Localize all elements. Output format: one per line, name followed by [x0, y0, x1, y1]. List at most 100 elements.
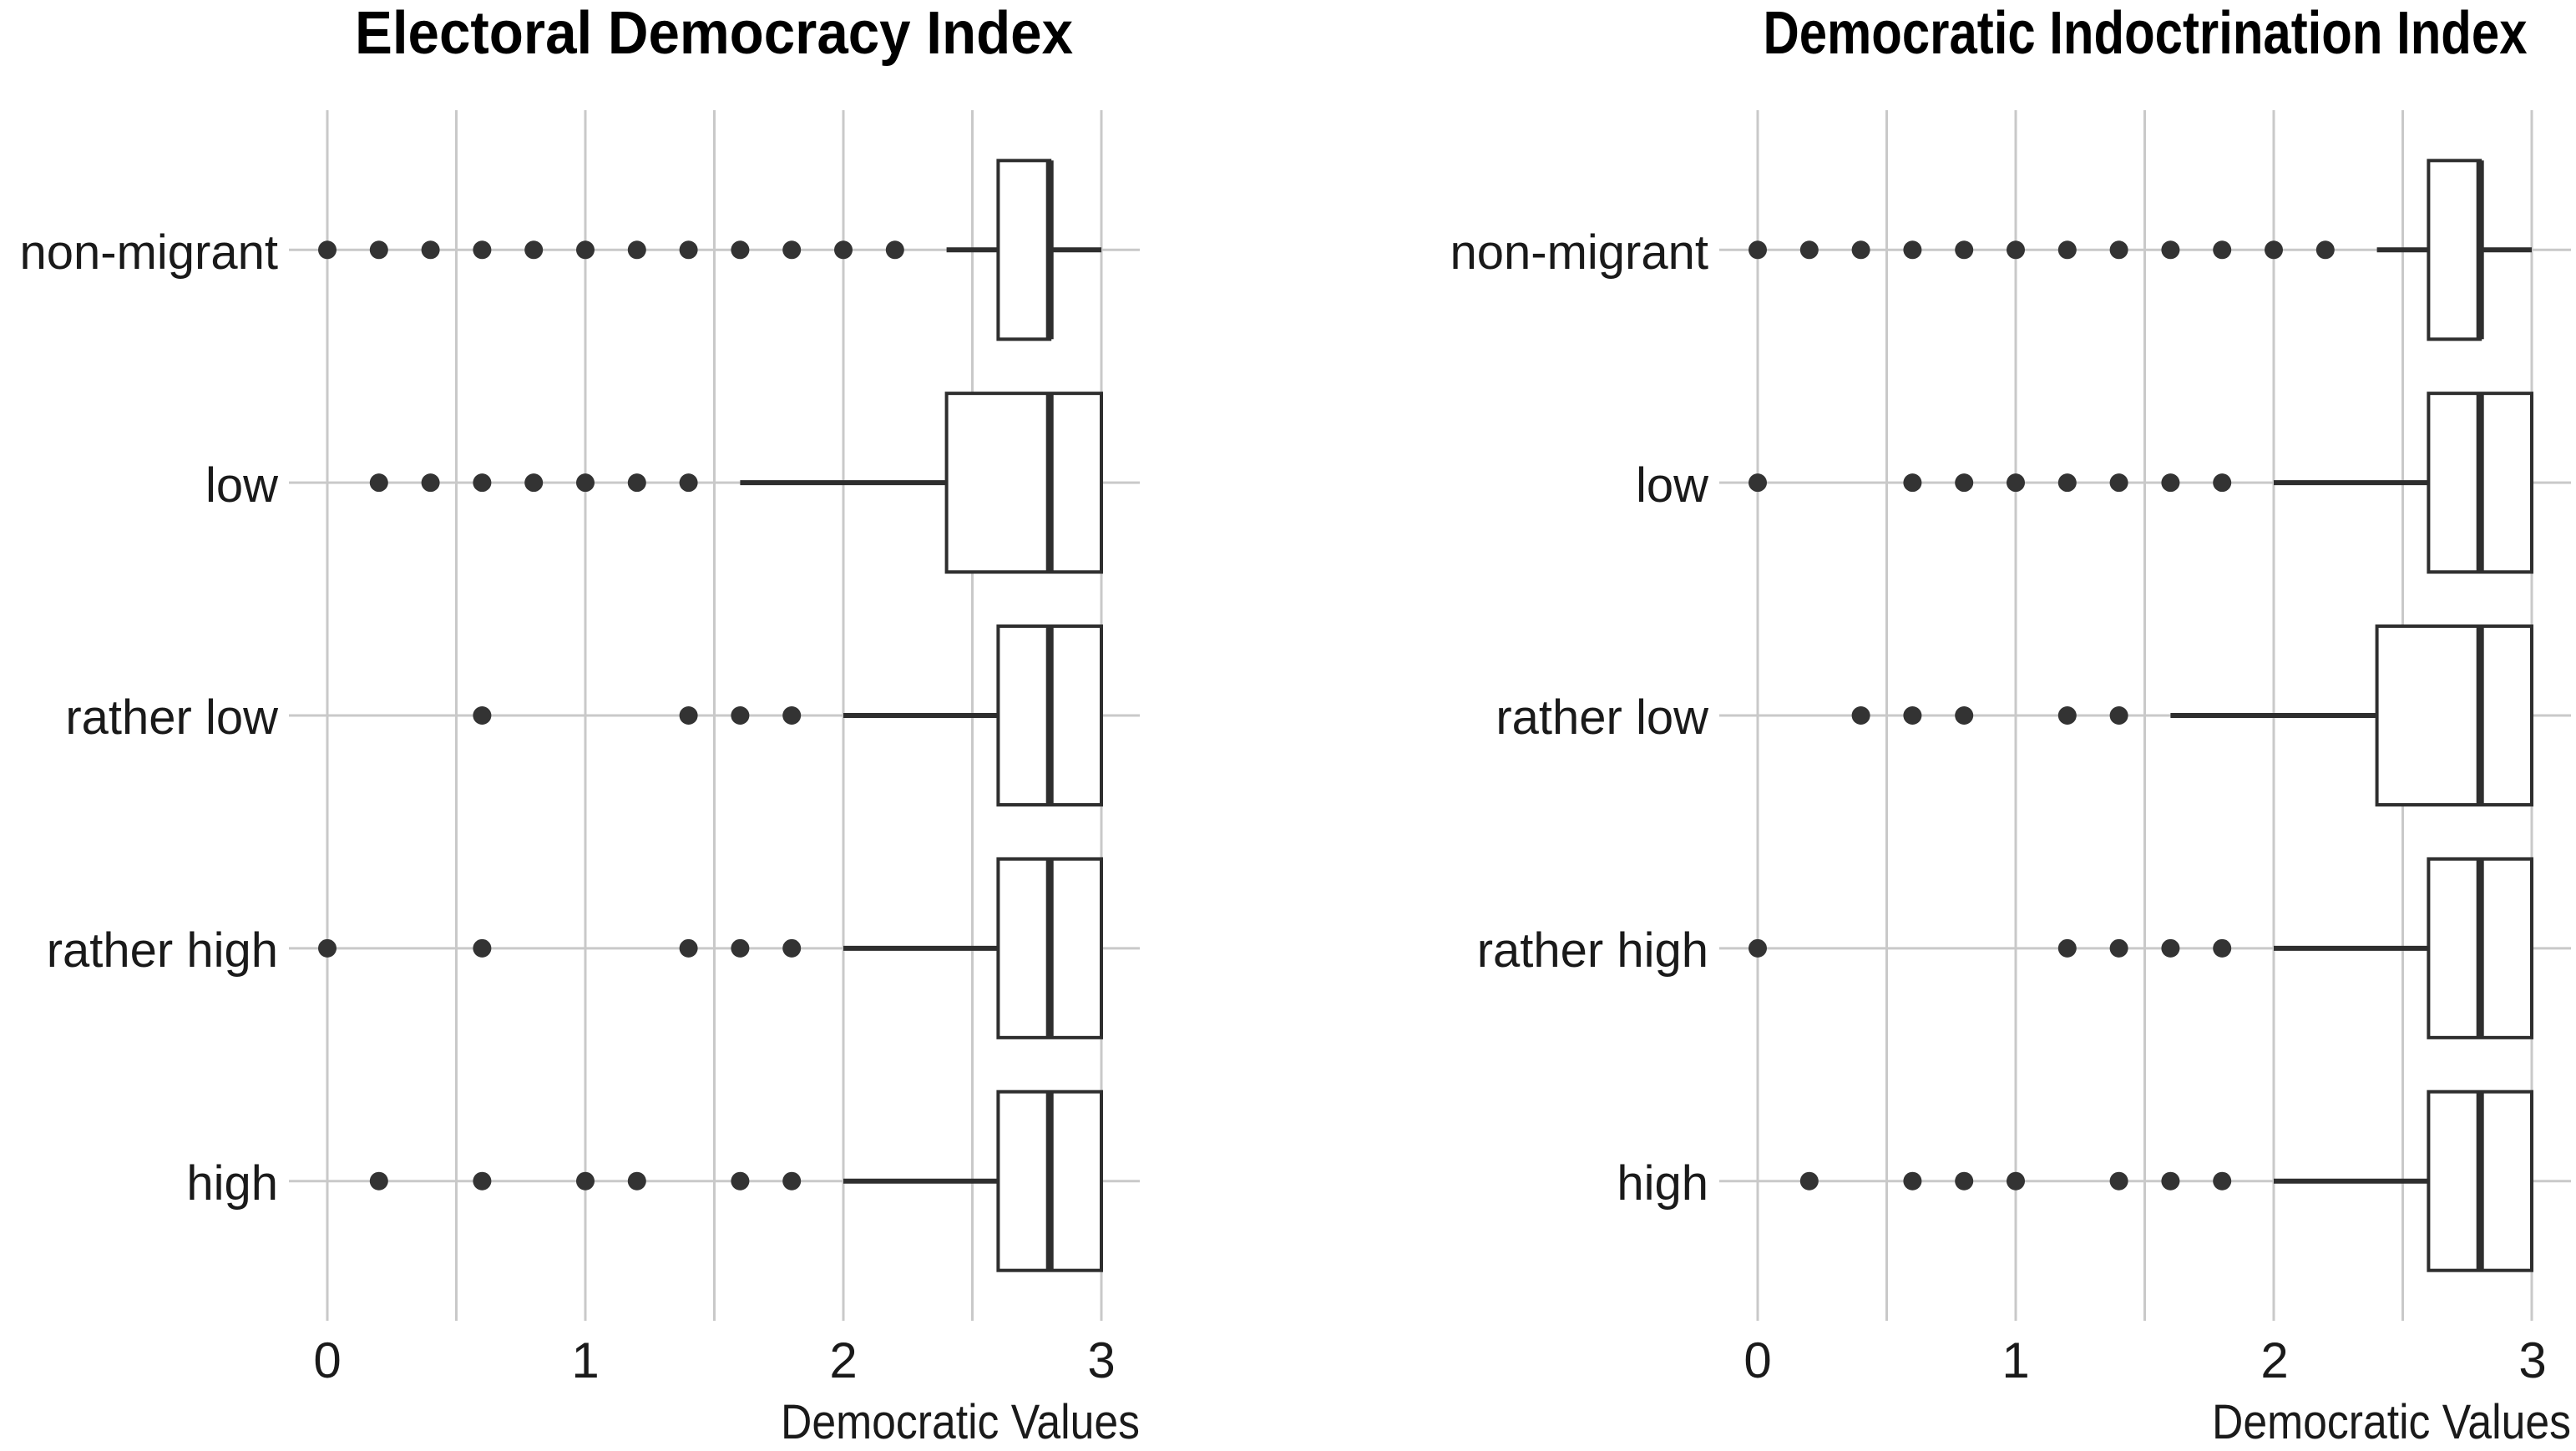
x-tick-3: 3: [2518, 1332, 2546, 1388]
outlier-dot: [2213, 938, 2232, 958]
outlier-dot: [2265, 240, 2283, 260]
outlier-dot: [2213, 1171, 2232, 1191]
y-label-rather-high: rather high: [47, 923, 278, 978]
outlier-dot: [1749, 938, 1767, 958]
outlier-dot: [576, 240, 595, 260]
outlier-dot: [1903, 473, 1922, 493]
outlier-dot: [731, 938, 750, 958]
outlier-dot: [2213, 240, 2232, 260]
outlier-dot: [679, 240, 698, 260]
outlier-dot: [524, 240, 544, 260]
box-iqr: [2427, 159, 2482, 341]
outlier-dot: [2109, 240, 2128, 260]
outlier-dot: [369, 473, 388, 493]
outlier-dot: [421, 473, 440, 493]
y-label-non-migrant: non-migrant: [20, 225, 278, 280]
outlier-dot: [2161, 1171, 2180, 1191]
outlier-dot: [421, 240, 440, 260]
outlier-dot: [627, 240, 646, 260]
y-label-rather-low: rather low: [1495, 690, 1709, 745]
outlier-dot: [1955, 1171, 1974, 1191]
x-axis-title: Democratic Values: [2212, 1395, 2571, 1449]
outlier-dot: [2007, 240, 2025, 260]
outlier-dot: [1799, 240, 1819, 260]
outlier-dot: [576, 1171, 595, 1191]
outlier-dot: [2007, 473, 2025, 493]
x-tick-2: 2: [829, 1332, 857, 1388]
outlier-dot: [2109, 706, 2128, 725]
outlier-dot: [473, 473, 492, 493]
x-tick-1: 1: [2002, 1332, 2029, 1388]
outlier-dot: [1955, 473, 1974, 493]
outlier-dot: [2057, 473, 2077, 493]
outlier-dot: [679, 938, 698, 958]
outlier-dot: [2161, 473, 2180, 493]
outlier-dot: [2109, 938, 2128, 958]
outlier-dot: [2161, 938, 2180, 958]
panel-democratic-indoctrination-marks: [1719, 110, 2571, 1321]
x-tick-1: 1: [571, 1332, 599, 1388]
x-tick-0: 0: [313, 1332, 341, 1388]
outlier-dot: [2057, 706, 2077, 725]
x-axis-title: Democratic Values: [781, 1395, 1140, 1449]
outlier-dot: [1851, 706, 1870, 725]
outlier-dot: [2007, 1171, 2025, 1191]
x-tick-2: 2: [2260, 1332, 2288, 1388]
outlier-dot: [627, 1171, 646, 1191]
outlier-dot: [731, 1171, 750, 1191]
outlier-dot: [1851, 240, 1870, 260]
outlier-dot: [731, 240, 750, 260]
outlier-dot: [318, 938, 337, 958]
outlier-dot: [1799, 1171, 1819, 1191]
outlier-dot: [679, 706, 698, 725]
outlier-dot: [834, 240, 853, 260]
outlier-dot: [524, 473, 544, 493]
outlier-dot: [2315, 240, 2335, 260]
y-label-low: low: [1636, 458, 1709, 513]
y-label-high: high: [186, 1156, 278, 1211]
outlier-dot: [369, 1171, 388, 1191]
outlier-dot: [473, 1171, 492, 1191]
box-iqr: [996, 159, 1052, 341]
x-tick-0: 0: [1743, 1332, 1771, 1388]
outlier-dot: [2109, 473, 2128, 493]
outlier-dot: [473, 706, 492, 725]
y-label-non-migrant: non-migrant: [1450, 225, 1708, 280]
outlier-dot: [782, 1171, 802, 1191]
outlier-dot: [731, 706, 750, 725]
outlier-dot: [2057, 938, 2077, 958]
panel-title-electoral-democracy: Electoral Democracy Index: [355, 0, 1073, 67]
panel-title-democratic-indoctrination: Democratic Indoctrination Index: [1764, 0, 2528, 67]
outlier-dot: [782, 240, 802, 260]
outlier-dot: [1955, 240, 1974, 260]
outlier-dot: [679, 473, 698, 493]
outlier-dot: [473, 938, 492, 958]
outlier-dot: [576, 473, 595, 493]
outlier-dot: [782, 706, 802, 725]
outlier-dot: [318, 240, 337, 260]
y-label-rather-low: rather low: [65, 690, 279, 745]
outlier-dot: [1955, 706, 1974, 725]
outlier-dot: [1903, 706, 1922, 725]
outlier-dot: [2213, 473, 2232, 493]
outlier-dot: [1903, 1171, 1922, 1191]
y-label-high: high: [1617, 1156, 1708, 1211]
box-iqr: [944, 392, 1103, 574]
y-label-low: low: [205, 458, 279, 513]
outlier-dot: [1903, 240, 1922, 260]
box-iqr: [2375, 624, 2534, 806]
y-label-rather-high: rather high: [1477, 923, 1708, 978]
outlier-dot: [2109, 1171, 2128, 1191]
panel-electoral-democracy-marks: [289, 110, 1140, 1321]
outlier-dot: [885, 240, 904, 260]
outlier-dot: [2057, 240, 2077, 260]
outlier-dot: [627, 473, 646, 493]
outlier-dot: [1749, 473, 1767, 493]
outlier-dot: [1749, 240, 1767, 260]
outlier-dot: [473, 240, 492, 260]
outlier-dot: [2161, 240, 2180, 260]
outlier-dot: [369, 240, 388, 260]
x-tick-3: 3: [1087, 1332, 1115, 1388]
